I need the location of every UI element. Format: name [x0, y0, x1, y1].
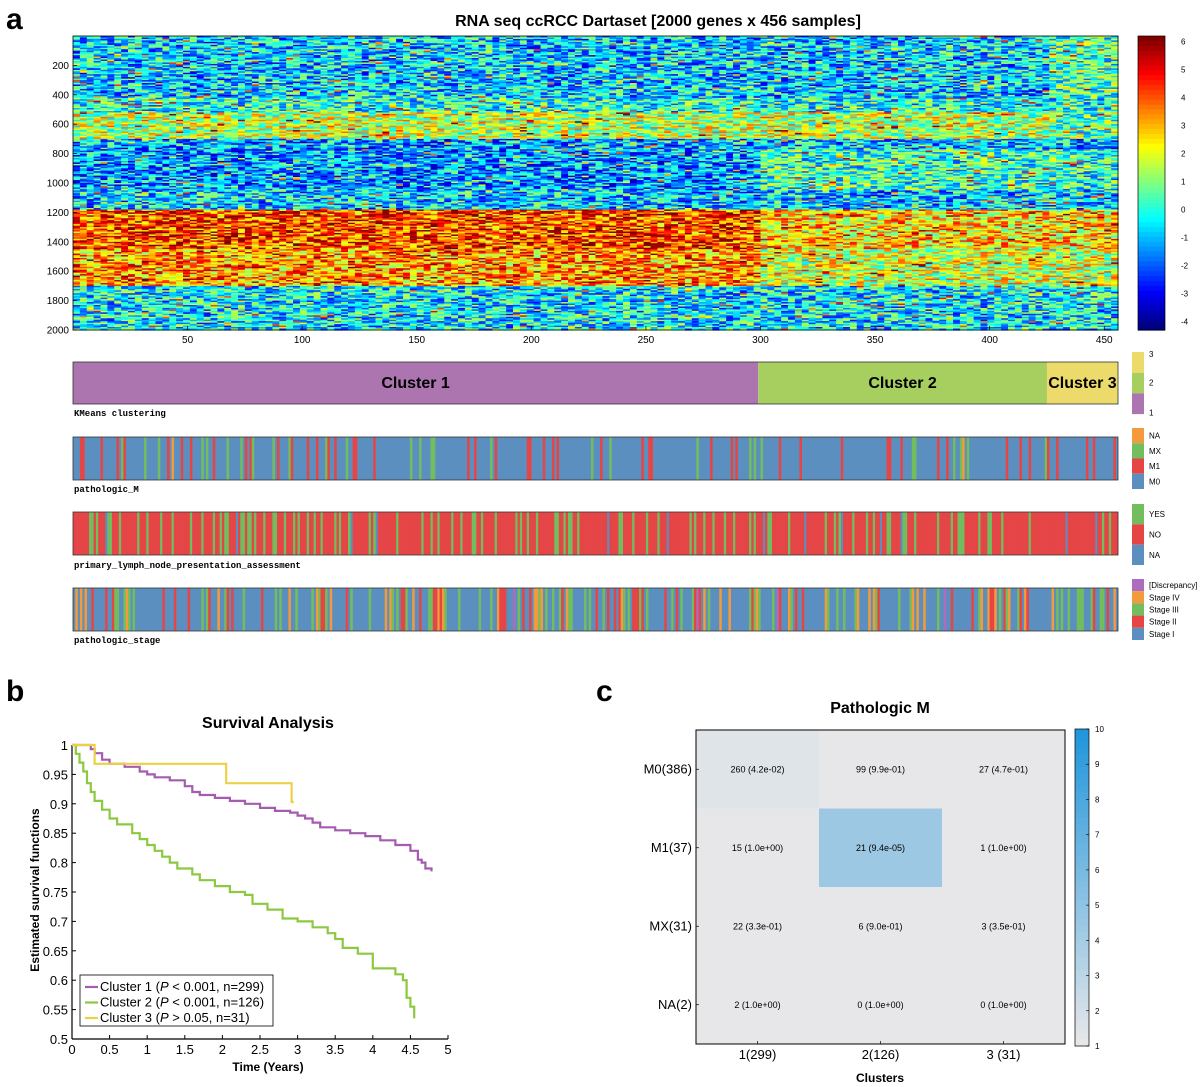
figure: a RNA seq ccRCC Dartaset [2000 genes x 4…	[0, 0, 1200, 1087]
heatmap-title: RNA seq ccRCC Dartaset [2000 genes x 456…	[455, 13, 861, 30]
panel-a-label: a	[6, 3, 23, 36]
expression-heatmap	[73, 36, 1119, 331]
